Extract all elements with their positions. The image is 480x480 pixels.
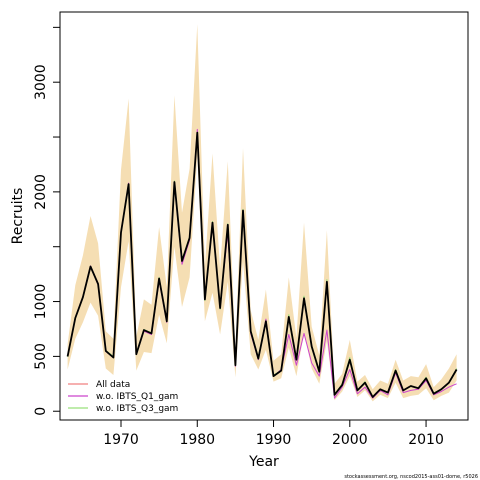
y-tick-label: 500 <box>33 343 49 370</box>
credit-text: stockassessment.org, nscod2015-ass01-dom… <box>344 474 478 480</box>
y-tick-label: 0 <box>33 407 49 416</box>
legend-label: w.o. IBTS_Q1_gam <box>96 392 178 402</box>
plot-frame <box>59 11 469 421</box>
x-axis: 1970 1980 1990 2000 2010 <box>103 420 444 448</box>
x-tick-label: 2010 <box>408 432 444 448</box>
x-tick-label: 1990 <box>256 432 292 448</box>
y-tick-label: 1000 <box>33 284 49 320</box>
series-lines-layer <box>66 128 458 399</box>
confidence-band <box>67 24 457 402</box>
legend: All data w.o. IBTS_Q1_gam w.o. IBTS_Q3_gam <box>68 380 178 414</box>
series-line-estimate <box>66 131 458 398</box>
y-tick-label: 3000 <box>33 64 49 100</box>
x-axis-title: Year <box>248 454 279 470</box>
legend-label: w.o. IBTS_Q3_gam <box>96 404 178 414</box>
x-tick-label: 1970 <box>103 432 139 448</box>
y-axis-title: Recruits <box>10 188 26 245</box>
x-tick-label: 2000 <box>332 432 368 448</box>
legend-label: All data <box>96 380 130 390</box>
y-axis: 0 500 1000 2000 3000 <box>33 26 60 416</box>
x-tick-label: 1980 <box>179 432 215 448</box>
confidence-band-layer <box>67 24 457 402</box>
y-tick-label: 2000 <box>33 174 49 210</box>
